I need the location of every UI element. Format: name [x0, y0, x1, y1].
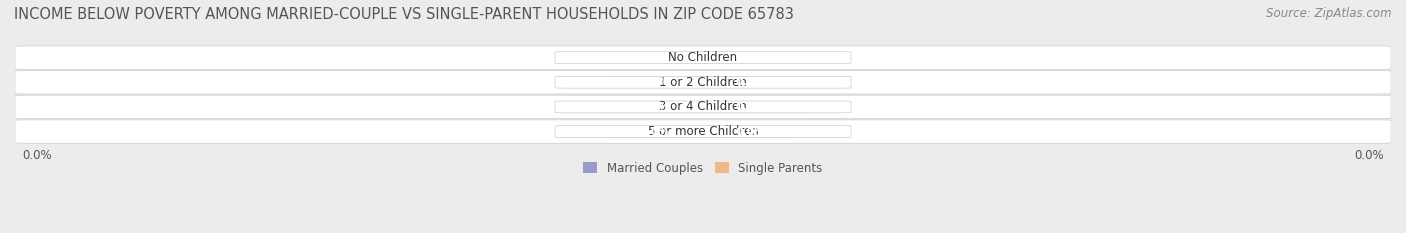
Text: 0.0%: 0.0%: [640, 127, 671, 137]
FancyBboxPatch shape: [700, 126, 803, 137]
Text: Source: ZipAtlas.com: Source: ZipAtlas.com: [1267, 7, 1392, 20]
Text: 0.0%: 0.0%: [735, 127, 766, 137]
FancyBboxPatch shape: [15, 46, 1391, 69]
Text: 5 or more Children: 5 or more Children: [648, 125, 758, 138]
FancyBboxPatch shape: [555, 76, 851, 88]
Text: 0.0%: 0.0%: [1354, 149, 1384, 162]
Text: 0.0%: 0.0%: [640, 102, 671, 112]
Text: 0.0%: 0.0%: [735, 102, 766, 112]
FancyBboxPatch shape: [555, 101, 851, 113]
Text: 0.0%: 0.0%: [640, 53, 671, 63]
Legend: Married Couples, Single Parents: Married Couples, Single Parents: [579, 157, 827, 179]
FancyBboxPatch shape: [603, 77, 706, 88]
Text: No Children: No Children: [668, 51, 738, 64]
FancyBboxPatch shape: [603, 52, 706, 63]
FancyBboxPatch shape: [555, 52, 851, 64]
FancyBboxPatch shape: [15, 95, 1391, 119]
Text: 3 or 4 Children: 3 or 4 Children: [659, 100, 747, 113]
FancyBboxPatch shape: [15, 71, 1391, 94]
Text: 0.0%: 0.0%: [735, 77, 766, 87]
FancyBboxPatch shape: [603, 126, 706, 137]
Text: 1 or 2 Children: 1 or 2 Children: [659, 76, 747, 89]
Text: 0.0%: 0.0%: [735, 53, 766, 63]
Text: 0.0%: 0.0%: [640, 77, 671, 87]
Text: INCOME BELOW POVERTY AMONG MARRIED-COUPLE VS SINGLE-PARENT HOUSEHOLDS IN ZIP COD: INCOME BELOW POVERTY AMONG MARRIED-COUPL…: [14, 7, 794, 22]
FancyBboxPatch shape: [700, 101, 803, 113]
FancyBboxPatch shape: [555, 126, 851, 137]
FancyBboxPatch shape: [603, 101, 706, 113]
Text: 0.0%: 0.0%: [22, 149, 52, 162]
FancyBboxPatch shape: [15, 120, 1391, 143]
FancyBboxPatch shape: [700, 52, 803, 63]
FancyBboxPatch shape: [700, 77, 803, 88]
